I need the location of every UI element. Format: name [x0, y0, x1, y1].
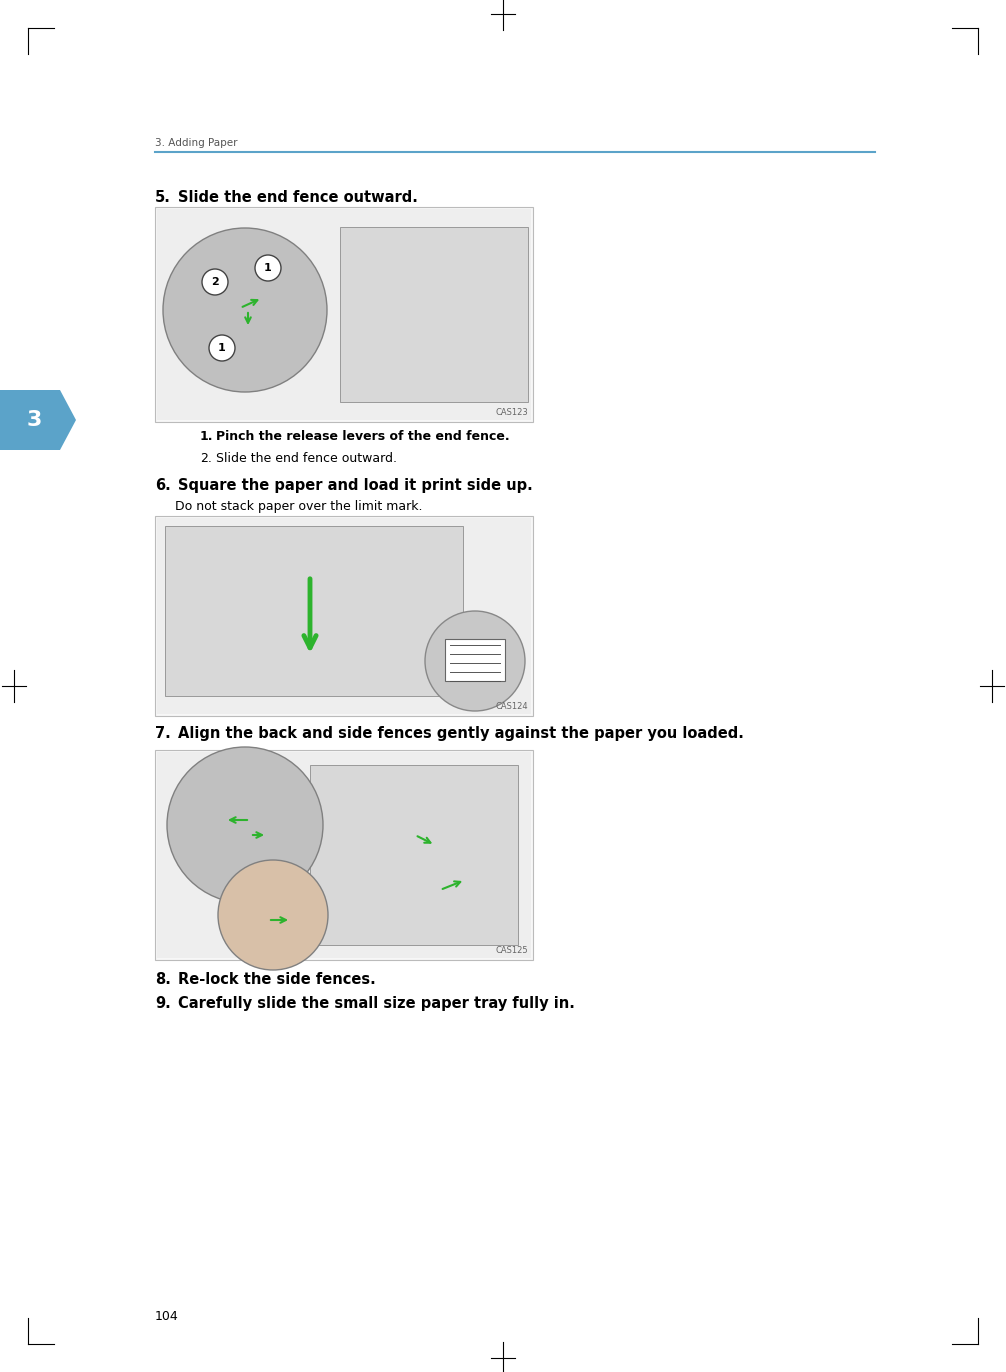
Text: 1: 1	[265, 263, 272, 273]
Text: 2.: 2.	[200, 451, 212, 465]
Text: 1.: 1.	[200, 429, 213, 443]
Text: Re-lock the side fences.: Re-lock the side fences.	[178, 971, 376, 986]
Text: Pinch the release levers of the end fence.: Pinch the release levers of the end fenc…	[216, 429, 510, 443]
Bar	[155, 207, 533, 423]
Bar	[155, 750, 533, 960]
Text: 6.: 6.	[155, 477, 171, 493]
Text: 3: 3	[26, 410, 41, 429]
Text: 9.: 9.	[155, 996, 171, 1011]
Text: Square the paper and load it print side up.: Square the paper and load it print side …	[178, 477, 533, 493]
Bar	[340, 226, 528, 402]
Text: CAS125: CAS125	[495, 947, 528, 955]
Polygon shape	[0, 390, 76, 450]
Text: 3. Adding Paper: 3. Adding Paper	[155, 139, 237, 148]
Bar	[155, 516, 533, 716]
Text: Do not stack paper over the limit mark.: Do not stack paper over the limit mark.	[175, 499, 423, 513]
Text: CAS123: CAS123	[495, 407, 528, 417]
Circle shape	[209, 335, 235, 361]
Text: Align the back and side fences gently against the paper you loaded.: Align the back and side fences gently ag…	[178, 726, 743, 741]
Bar	[165, 525, 463, 696]
Bar	[310, 766, 518, 945]
Bar	[157, 752, 531, 958]
Bar	[445, 639, 505, 681]
Text: 2: 2	[211, 277, 219, 287]
Text: Carefully slide the small size paper tray fully in.: Carefully slide the small size paper tra…	[178, 996, 574, 1011]
Circle shape	[425, 611, 525, 711]
Circle shape	[202, 269, 228, 295]
Text: Slide the end fence outward.: Slide the end fence outward.	[178, 189, 417, 204]
Circle shape	[255, 255, 281, 281]
Text: CAS124: CAS124	[495, 702, 528, 711]
Bar	[157, 209, 531, 420]
Circle shape	[163, 228, 327, 392]
Text: 8.: 8.	[155, 971, 171, 986]
Text: 7.: 7.	[155, 726, 171, 741]
Text: Slide the end fence outward.: Slide the end fence outward.	[216, 451, 397, 465]
Circle shape	[218, 860, 328, 970]
Text: 104: 104	[155, 1310, 179, 1323]
Bar	[157, 519, 531, 713]
Text: 5.: 5.	[155, 189, 171, 204]
Text: 1: 1	[218, 343, 226, 353]
Circle shape	[167, 746, 323, 903]
